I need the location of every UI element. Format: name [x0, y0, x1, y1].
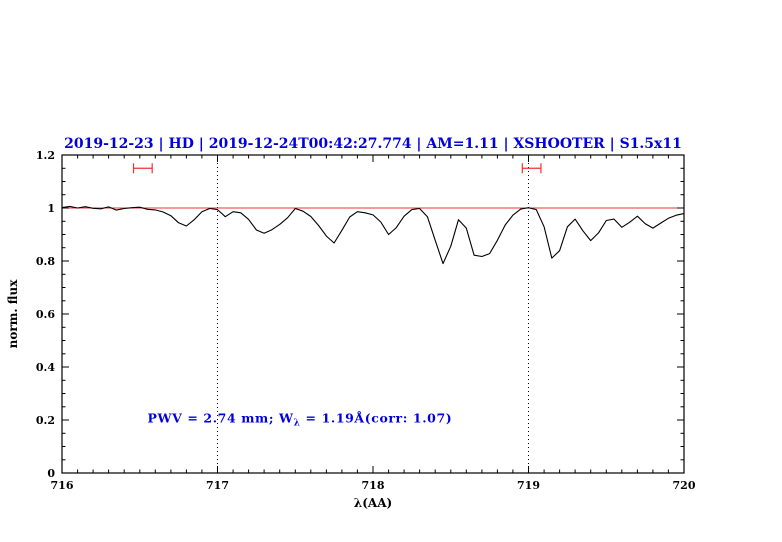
- y-axis-label: norm. flux: [6, 279, 20, 349]
- x-tick-label: 719: [517, 479, 540, 492]
- range-marker: [521, 163, 542, 174]
- x-tick-label: 716: [51, 479, 74, 492]
- range-marker: [132, 163, 153, 174]
- y-tick-label: 1: [47, 202, 55, 215]
- tick-labels-layer: 716 717 718 719 720 0 0.2 0.4 0.6 0.8 1 1.2: [36, 149, 696, 492]
- x-tick-label: 720: [673, 479, 696, 492]
- y-tick-label: 0.8: [36, 255, 55, 268]
- pwv-annotation-value: = 1.19Å(corr: 1.07): [301, 411, 453, 426]
- ticks-layer: [61, 154, 685, 474]
- spectrum-line: [61, 205, 685, 265]
- x-axis-label: λ(AA): [354, 496, 392, 510]
- y-tick-label: 0.4: [36, 361, 55, 374]
- pwv-annotation: PWV = 2.74 mm; Wλ = 1.19Å(corr: 1.07): [148, 411, 453, 429]
- x-tick-label: 718: [362, 479, 385, 492]
- y-tick-label: 0.6: [36, 308, 55, 321]
- data-layer: [61, 163, 685, 265]
- y-tick-label: 0.2: [36, 414, 55, 427]
- x-tick-label: 717: [206, 479, 229, 492]
- y-tick-label: 0: [47, 467, 55, 480]
- pwv-annotation-main: PWV = 2.74 mm; W: [148, 411, 295, 426]
- y-tick-label: 1.2: [36, 149, 55, 162]
- pwv-annotation-lambda-subscript: λ: [294, 419, 301, 429]
- chart-title: 2019-12-23 | HD | 2019-12-24T00:42:27.77…: [64, 136, 682, 152]
